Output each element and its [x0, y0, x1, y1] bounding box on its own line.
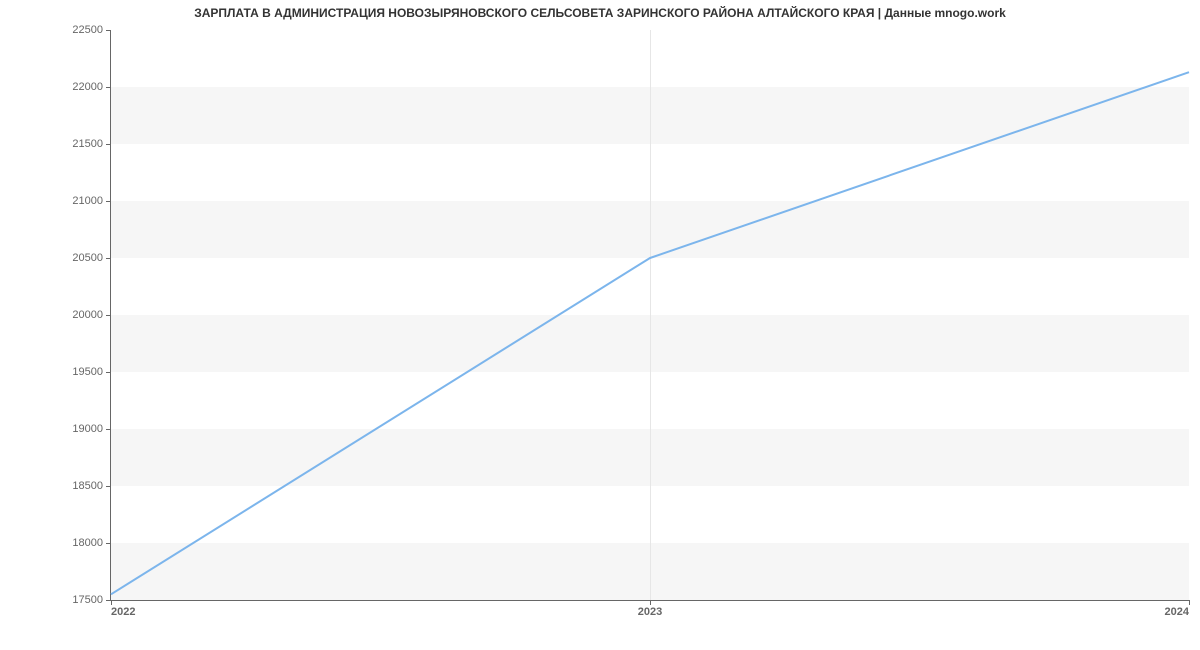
chart-title: ЗАРПЛАТА В АДМИНИСТРАЦИЯ НОВОЗЫРЯНОВСКОГ… [0, 6, 1200, 20]
plot-area: 1750018000185001900019500200002050021000… [110, 30, 1189, 601]
series-line-salary [111, 72, 1189, 594]
x-axis-tick-label: 2024 [1165, 600, 1189, 618]
x-axis-tick-label: 2022 [111, 600, 135, 618]
x-axis-tick-mark [111, 600, 112, 605]
salary-line-chart: ЗАРПЛАТА В АДМИНИСТРАЦИЯ НОВОЗЫРЯНОВСКОГ… [0, 0, 1200, 650]
x-axis-tick-mark [1189, 600, 1190, 605]
x-axis-tick-mark [650, 600, 651, 605]
series-layer [111, 30, 1189, 600]
